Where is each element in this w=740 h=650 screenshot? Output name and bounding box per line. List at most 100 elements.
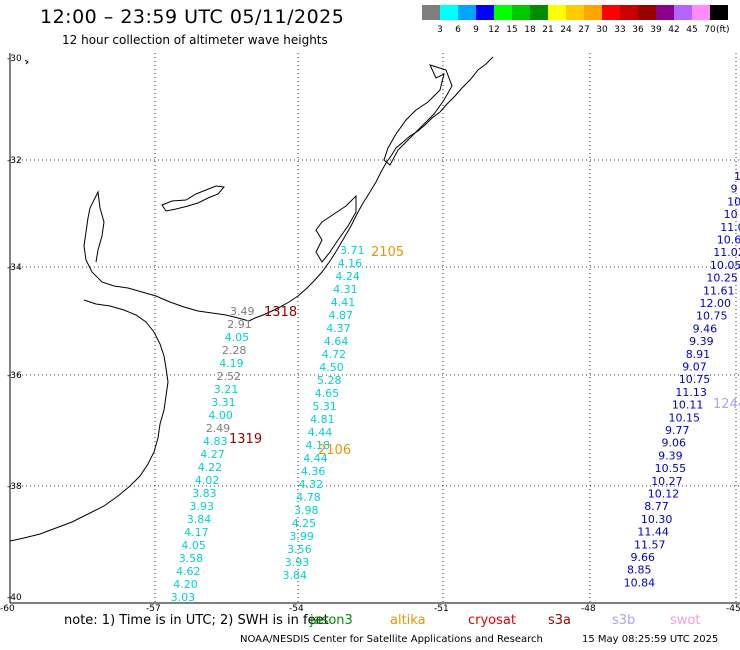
wave-height-value: 3.98	[294, 504, 319, 517]
wave-height-value: 4.31	[333, 283, 358, 296]
wave-height-value: 4.62	[176, 565, 201, 578]
wave-height-value: 10	[724, 208, 738, 221]
scale-color-swatch	[566, 5, 584, 20]
wave-height-value: 4.87	[329, 309, 354, 322]
legend-jason3: jason3	[310, 613, 353, 628]
wave-height-value: 8.77	[644, 500, 669, 513]
scale-color-swatch	[548, 5, 566, 20]
wave-height-value: 11.0	[720, 221, 740, 234]
scale-color-swatch	[602, 5, 620, 20]
scale-tick-label: 24	[560, 25, 572, 35]
page-title: 12:00 – 23:59 UTC 05/11/2025	[40, 6, 345, 28]
wave-height-value: 4.05	[181, 539, 206, 552]
wave-height-value: 4.16	[338, 257, 363, 270]
wave-height-value: 3.84	[187, 513, 212, 526]
wave-height-value: 10.75	[696, 310, 728, 323]
lat-label-32: -32	[7, 156, 22, 166]
legend-swot: swot	[670, 613, 701, 628]
wave-height-value: 9.39	[689, 335, 714, 348]
scale-color-swatch	[620, 5, 638, 20]
scale-tick-label: 15	[506, 25, 518, 35]
wave-height-value: 9.77	[665, 424, 690, 437]
wave-height-value: 10.25	[706, 272, 738, 285]
scale-color-swatch	[530, 5, 548, 20]
graticule	[10, 53, 740, 603]
wave-height-value: 4.41	[331, 296, 356, 309]
wave-height-value: 3.84	[283, 569, 308, 582]
wave-height-value: 9.66	[631, 551, 656, 564]
wave-height-value: 2.91	[227, 318, 252, 331]
wave-height-value: 12.00	[700, 297, 732, 310]
scale-tick-label: 36	[632, 25, 644, 35]
lat-label-38: -38	[7, 482, 22, 492]
wave-height-value: 8.91	[686, 348, 711, 361]
wave-height-value: 14	[734, 170, 740, 183]
wave-height-value: 3.93	[285, 556, 310, 569]
wave-height-value: 8.85	[627, 564, 652, 577]
footer-credit: NOAA/NESDIS Center for Satellite Applica…	[240, 634, 543, 645]
wave-height-value: 5.28	[317, 374, 342, 387]
wave-height-value: 4.78	[296, 491, 321, 504]
scale-color-swatch	[656, 5, 674, 20]
scale-units-label: (ft)	[716, 25, 730, 35]
wave-height-value: 4.27	[200, 448, 225, 461]
footer-note: note: 1) Time is in UTC; 2) SWH is in fe…	[64, 613, 329, 628]
legend-s3b: s3b	[612, 613, 636, 628]
wave-height-value: 4.00	[208, 409, 233, 422]
wave-height-value: 4.83	[203, 435, 228, 448]
wave-height-value: 3.93	[190, 500, 215, 513]
wave-height-value: 3.58	[179, 552, 204, 565]
wave-height-value: 4.02	[195, 474, 220, 487]
lat-label-34: -34	[7, 263, 22, 273]
scale-tick-label: 18	[524, 25, 536, 35]
lat-label-30: -30	[7, 54, 22, 64]
wave-height-value: 2.28	[222, 344, 247, 357]
wave-height-value: 10.11	[672, 399, 704, 412]
wave-height-value: 4.64	[324, 335, 349, 348]
wave-height-value: 10.30	[641, 513, 673, 526]
wave-height-value: 10.55	[655, 462, 687, 475]
wave-height-value: 10	[727, 195, 740, 208]
wave-height-value: 3.56	[287, 543, 312, 556]
footer-timestamp: 15 May 08:25:59 UTC 2025	[582, 634, 719, 645]
wave-height-value: 11.13	[675, 386, 707, 399]
track-time-label: 1318	[264, 305, 297, 320]
scale-tick-label: 27	[578, 25, 590, 35]
wave-height-value: 3.21	[214, 383, 239, 396]
lon-label-57: -57	[146, 604, 161, 614]
wave-height-value: 3.49	[230, 305, 255, 318]
lon-label-60: -60	[0, 604, 15, 614]
scale-color-swatch	[476, 5, 494, 20]
scale-color-swatch	[494, 5, 512, 20]
track-time-label: 1319	[229, 432, 262, 447]
wave-height-value: 4.18	[306, 439, 331, 452]
track-time-label: 2106	[318, 443, 351, 458]
lon-axis-labels: -60 -57 -54 -51 -48 -45	[0, 604, 740, 614]
scale-tick-label: 21	[542, 25, 554, 35]
track-time-label: 2105	[371, 245, 404, 260]
lagoa-dos-patos	[383, 64, 453, 166]
wave-height-value: 3.31	[211, 396, 236, 409]
wave-height-value: 10.84	[624, 576, 656, 589]
scale-color-swatch	[638, 5, 656, 20]
scale-tick-label: 45	[686, 25, 698, 35]
wave-height-value: 4.37	[326, 322, 351, 335]
wave-height-tracks: 3.714.164.244.314.414.874.374.644.724.50…	[171, 170, 740, 604]
wave-height-value: 4.20	[173, 578, 198, 591]
wave-height-value: 9.07	[682, 361, 707, 374]
wave-height-value: 4.05	[225, 331, 250, 344]
lon-label-51: -51	[434, 604, 449, 614]
wave-height-value: 9.06	[662, 437, 687, 450]
wave-height-value: 4.72	[322, 348, 347, 361]
wave-height-value: 4.36	[301, 465, 326, 478]
scale-color-swatch	[512, 5, 530, 20]
wave-height-value: 4.81	[310, 413, 335, 426]
wave-height-value: 4.32	[299, 478, 324, 491]
wave-height-value: 4.65	[315, 387, 340, 400]
wave-height-value: 3.83	[192, 487, 217, 500]
wave-height-value: 10.05	[710, 259, 740, 272]
lon-label-45: -45	[726, 604, 740, 614]
scale-tick-label: 39	[650, 25, 662, 35]
lat-axis-labels: -30 -32 -34 -36 -38 -40	[7, 54, 22, 603]
